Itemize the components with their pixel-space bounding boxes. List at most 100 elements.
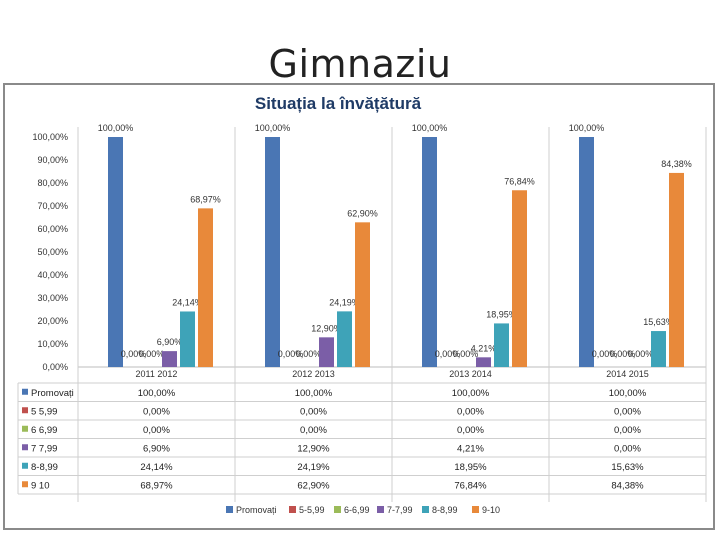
table-cell: 100,00% bbox=[138, 388, 176, 399]
table-cell: 100,00% bbox=[295, 388, 333, 399]
bar-Promovați bbox=[422, 137, 437, 367]
y-tick-label: 70,00% bbox=[37, 201, 68, 211]
legend-key bbox=[422, 506, 429, 513]
table-cell: 0,00% bbox=[614, 425, 641, 436]
table-cell: 0,00% bbox=[614, 443, 641, 454]
table-cell: 24,14% bbox=[140, 462, 173, 473]
data-label: 24,19% bbox=[329, 297, 360, 307]
data-label: 68,97% bbox=[190, 194, 221, 204]
bar-7-7,99 bbox=[476, 357, 491, 367]
y-tick-label: 80,00% bbox=[37, 178, 68, 188]
bar-7-7,99 bbox=[162, 351, 177, 367]
bar-Promovați bbox=[265, 137, 280, 367]
data-label: 84,38% bbox=[661, 159, 692, 169]
table-cell: 62,90% bbox=[297, 480, 330, 491]
data-label: 100,00% bbox=[255, 123, 291, 133]
data-label: 15,63% bbox=[643, 317, 674, 327]
legend-label: 8-8,99 bbox=[432, 505, 458, 515]
bar-8-8,99 bbox=[337, 311, 352, 367]
legend-key bbox=[377, 506, 384, 513]
legend-key bbox=[334, 506, 341, 513]
table-cell: 15,63% bbox=[611, 462, 644, 473]
table-cell: 100,00% bbox=[609, 388, 647, 399]
legend-label: 7-7,99 bbox=[387, 505, 413, 515]
table-row-label: 8-8,99 bbox=[31, 462, 58, 473]
data-label: 100,00% bbox=[98, 123, 134, 133]
y-tick-label: 50,00% bbox=[37, 247, 68, 257]
table-cell: 4,21% bbox=[457, 443, 484, 454]
data-label: 0,00% bbox=[628, 349, 654, 359]
table-cell: 0,00% bbox=[457, 406, 484, 417]
bar-8-8,99 bbox=[180, 311, 195, 367]
y-tick-label: 100,00% bbox=[32, 132, 68, 142]
data-label: 0,00% bbox=[592, 349, 618, 359]
bar-9-10 bbox=[355, 222, 370, 367]
data-label: 0,00% bbox=[139, 349, 165, 359]
bar-8-8,99 bbox=[494, 323, 509, 367]
table-row-label: 9 10 bbox=[31, 480, 50, 491]
y-tick-label: 90,00% bbox=[37, 155, 68, 165]
legend-key bbox=[472, 506, 479, 513]
legend-key bbox=[289, 506, 296, 513]
data-label: 0,00% bbox=[610, 349, 636, 359]
table-row-label: Promovați bbox=[31, 388, 74, 399]
bar-9-10 bbox=[512, 190, 527, 367]
data-label: 0,00% bbox=[296, 349, 322, 359]
legend-label: 6-6,99 bbox=[344, 505, 370, 515]
table-cell: 12,90% bbox=[297, 443, 330, 454]
bar-Promovați bbox=[108, 137, 123, 367]
data-label: 4,21% bbox=[471, 343, 497, 353]
data-label: 76,84% bbox=[504, 176, 535, 186]
legend-label: Promovați bbox=[236, 505, 277, 515]
slide-title: Gimnaziu bbox=[268, 42, 452, 86]
table-legend-key bbox=[22, 388, 28, 395]
data-label: 18,95% bbox=[486, 309, 517, 319]
data-label: 0,00% bbox=[435, 349, 461, 359]
data-label: 62,90% bbox=[347, 208, 378, 218]
table-cell: 0,00% bbox=[143, 425, 170, 436]
table-row-label: 7 7,99 bbox=[31, 443, 57, 454]
table-row-label: 5 5,99 bbox=[31, 406, 57, 417]
y-tick-label: 0,00% bbox=[42, 362, 68, 372]
table-cell: 76,84% bbox=[454, 480, 487, 491]
data-label: 0,00% bbox=[121, 349, 147, 359]
table-cell: 0,00% bbox=[300, 406, 327, 417]
table-cell: 0,00% bbox=[614, 406, 641, 417]
table-legend-key bbox=[22, 481, 28, 488]
table-row-label: 6 6,99 bbox=[31, 425, 57, 436]
table-legend-key bbox=[22, 444, 28, 451]
data-label: 12,90% bbox=[311, 323, 342, 333]
y-tick-label: 30,00% bbox=[37, 293, 68, 303]
category-label: 2012 2013 bbox=[292, 369, 335, 379]
legend-key bbox=[226, 506, 233, 513]
table-cell: 24,19% bbox=[297, 462, 330, 473]
bar-9-10 bbox=[198, 208, 213, 367]
y-tick-label: 60,00% bbox=[37, 224, 68, 234]
legend-label: 9-10 bbox=[482, 505, 500, 515]
bar-7-7,99 bbox=[319, 337, 334, 367]
data-label: 0,00% bbox=[278, 349, 304, 359]
data-label: 24,14% bbox=[172, 297, 203, 307]
category-label: 2014 2015 bbox=[606, 369, 649, 379]
data-label: 100,00% bbox=[569, 123, 605, 133]
y-tick-label: 40,00% bbox=[37, 270, 68, 280]
table-cell: 84,38% bbox=[611, 480, 644, 491]
table-legend-key bbox=[22, 407, 28, 414]
category-label: 2011 2012 bbox=[136, 369, 178, 379]
table-legend-key bbox=[22, 425, 28, 432]
legend-label: 5-5,99 bbox=[299, 505, 325, 515]
table-cell: 68,97% bbox=[140, 480, 173, 491]
bar-9-10 bbox=[669, 172, 684, 367]
table-cell: 6,90% bbox=[143, 443, 170, 454]
y-tick-label: 10,00% bbox=[37, 339, 68, 349]
data-label: 100,00% bbox=[412, 123, 448, 133]
category-label: 2013 2014 bbox=[449, 369, 492, 379]
chart-title: Situația la învățătură bbox=[255, 94, 422, 113]
bar-Promovați bbox=[579, 137, 594, 367]
table-cell: 0,00% bbox=[143, 406, 170, 417]
table-cell: 0,00% bbox=[457, 425, 484, 436]
data-label: 6,90% bbox=[157, 337, 183, 347]
y-tick-label: 20,00% bbox=[37, 316, 68, 326]
data-label: 0,00% bbox=[453, 349, 479, 359]
